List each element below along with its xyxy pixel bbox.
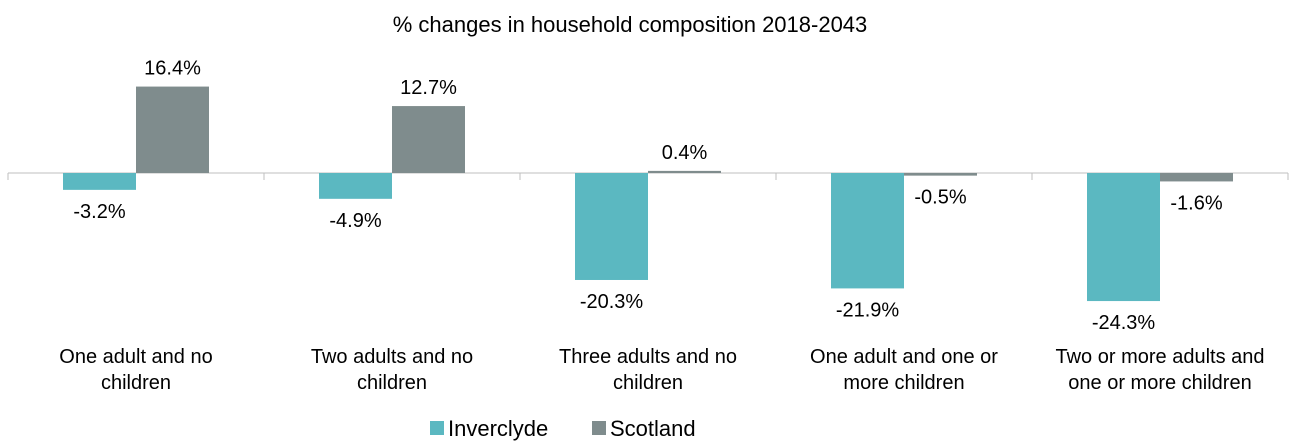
category-label-3: Three adults and no: [559, 346, 737, 368]
bar-scotland-4: [904, 173, 977, 176]
bar-inverclyde-3: [575, 173, 648, 280]
bar-scotland-3: [648, 170, 721, 173]
category-label-1: children: [101, 372, 171, 394]
data-label-scotland-4: -0.5%: [914, 187, 966, 209]
category-label-5: Two or more adults and: [1056, 346, 1265, 368]
bar-scotland-2: [392, 106, 465, 173]
data-label-inverclyde-1: -3.2%: [73, 201, 125, 223]
legend: Inverclyde Scotland: [430, 416, 696, 441]
data-label-inverclyde-2: -4.9%: [329, 210, 381, 232]
category-label-1: One adult and no: [59, 346, 212, 368]
legend-label-inverclyde: Inverclyde: [448, 416, 548, 441]
bar-inverclyde-5: [1087, 173, 1160, 302]
data-label-inverclyde-5: -24.3%: [1092, 312, 1156, 334]
category-label-4: more children: [843, 372, 964, 394]
data-label-scotland-5: -1.6%: [1170, 192, 1222, 214]
data-label-inverclyde-3: -20.3%: [580, 291, 644, 313]
bar-scotland-1: [136, 86, 209, 173]
data-label-scotland-3: 0.4%: [662, 142, 708, 164]
bar-inverclyde-1: [63, 173, 136, 190]
category-label-5: one or more children: [1068, 372, 1251, 394]
bar-scotland-5: [1160, 173, 1233, 182]
category-label-2: children: [357, 372, 427, 394]
legend-swatch-inverclyde: [430, 421, 444, 435]
category-label-3: children: [613, 372, 683, 394]
data-label-scotland-1: 16.4%: [144, 58, 201, 80]
bar-inverclyde-2: [319, 173, 392, 199]
chart-title: % changes in household composition 2018-…: [393, 12, 868, 37]
legend-label-scotland: Scotland: [610, 416, 696, 441]
bar-inverclyde-4: [831, 173, 904, 289]
category-label-2: Two adults and no: [311, 346, 473, 368]
plot-area: -3.2% 16.4% One adult and no children -4.9% 1…: [7, 58, 1289, 394]
legend-swatch-scotland: [592, 421, 606, 435]
data-label-inverclyde-4: -21.9%: [836, 299, 900, 321]
category-label-4: One adult and one or: [810, 346, 998, 368]
data-label-scotland-2: 12.7%: [400, 77, 457, 99]
